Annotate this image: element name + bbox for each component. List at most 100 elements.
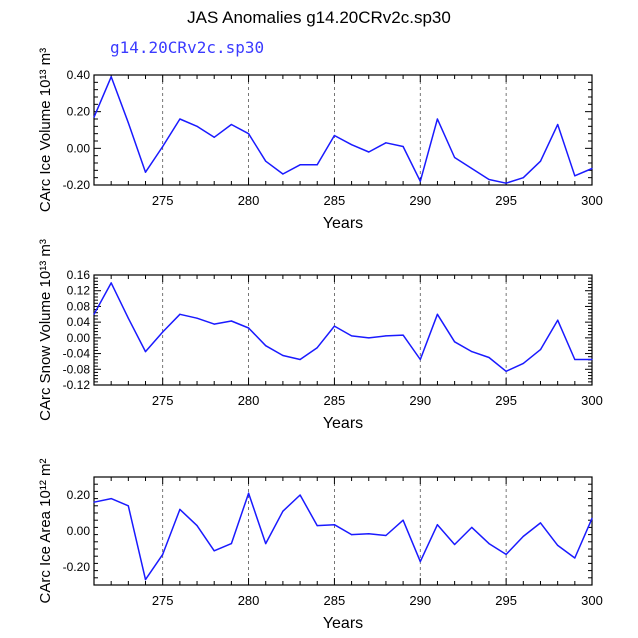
panel-3-data-point xyxy=(162,553,164,556)
panel-2-data-point xyxy=(179,313,181,315)
panel-2-data-point xyxy=(539,349,542,351)
panel-2-xtick-label: 275 xyxy=(152,393,174,408)
panel-3-data-point xyxy=(110,498,112,500)
panel-2-data-point xyxy=(557,319,559,321)
series-label: g14.20CRv2c.sp30 xyxy=(110,38,265,57)
panel-2-data-point xyxy=(368,337,370,339)
figure-title: JAS Anomalies g14.20CRv2c.sp30 xyxy=(187,8,451,27)
panel-3-data-point xyxy=(230,543,232,545)
panel-3-data-point xyxy=(299,494,301,496)
panel-2-data-point xyxy=(402,334,404,336)
panel-2-data-point xyxy=(488,356,490,359)
panel-2-data-point xyxy=(127,317,129,319)
panel-1-data-point xyxy=(385,142,387,144)
panel-3-xtick-label: 290 xyxy=(409,593,431,608)
panel-1-data-point xyxy=(110,76,112,78)
panel-3-data-point xyxy=(316,525,318,527)
panel-3-data-point xyxy=(385,534,387,537)
panel-1-data-point xyxy=(144,171,147,173)
panel-2-data-point xyxy=(574,358,576,361)
panel-2-data-point xyxy=(385,335,387,337)
panel-1-data-point xyxy=(522,177,524,179)
panel-1-data-point xyxy=(179,118,181,120)
panel-2-ytick-label: -0.12 xyxy=(63,378,91,392)
panel-3-data-point xyxy=(196,525,198,527)
panel-3-ytick-label: -0.20 xyxy=(63,560,91,574)
panel-2-xtick-label: 290 xyxy=(409,393,431,408)
panel-1-data-point xyxy=(436,118,439,120)
panel-3-ytick-label: 0.20 xyxy=(67,488,91,502)
panel-3-data-point xyxy=(282,510,284,512)
panel-2-data-point xyxy=(316,347,318,349)
panel-1-xtick-label: 285 xyxy=(324,193,346,208)
panel-3-data-point xyxy=(557,544,559,547)
panel-3-data-point xyxy=(247,492,250,494)
panel-3-data-point xyxy=(179,508,181,510)
panel-1-data-point xyxy=(299,164,301,166)
panel-1-data-point xyxy=(402,145,404,148)
panel-3-data-point xyxy=(574,557,576,559)
panel-3-data-point xyxy=(350,534,353,536)
panel-2-data-point xyxy=(110,282,112,284)
panel-1-x-axis-label: Years xyxy=(323,215,363,232)
panel-1-data-point xyxy=(247,133,250,135)
panel-3-data-point xyxy=(127,505,129,507)
panel-1-ytick-label: 0.00 xyxy=(67,141,91,155)
panel-1-data-point xyxy=(471,167,473,170)
panel-2-data-point xyxy=(196,317,198,319)
panel-1-data-point xyxy=(196,125,198,127)
panel-2-ytick-label: 0.12 xyxy=(67,284,91,298)
panel-2-data-point xyxy=(505,370,507,372)
panel-2-data-point xyxy=(419,358,421,361)
panel-2-x-axis-label: Years xyxy=(323,415,363,432)
panel-2-data-point xyxy=(454,341,456,343)
panel-3-xtick-label: 300 xyxy=(581,593,603,608)
panel-2-ytick-label: 0.04 xyxy=(67,315,91,329)
panel-3-data-point xyxy=(265,543,267,545)
panel-2-data-point xyxy=(436,313,439,315)
panel-3-data-point xyxy=(213,550,215,552)
panel-1-data-point xyxy=(213,136,215,138)
panel-3-xtick-label: 295 xyxy=(495,593,517,608)
panel-3-data-point xyxy=(93,501,95,503)
panel-3-data-point xyxy=(368,533,370,535)
panel-3-data-point xyxy=(471,526,473,529)
panel-2-xtick-label: 285 xyxy=(324,393,346,408)
panel-3-plot-frame xyxy=(93,476,593,586)
panel-2-xtick-label: 300 xyxy=(581,393,603,408)
panel-2-ytick-label: -0.08 xyxy=(63,362,91,376)
panel-1-data-point xyxy=(574,175,576,177)
panel-2-plot-frame xyxy=(93,274,593,386)
panel-1-xtick-label: 280 xyxy=(238,193,260,208)
panel-1-series-line xyxy=(93,76,593,184)
panel-1-data-point xyxy=(368,151,370,153)
panel-1-y-axis-label: CArc Ice Volume 10¹³ m³ xyxy=(37,48,54,212)
panel-3-data-point xyxy=(144,579,147,581)
panel-1-xtick-label: 275 xyxy=(152,193,174,208)
panel-1-ytick-label: 0.20 xyxy=(67,105,91,119)
panel-3-series-line xyxy=(93,492,593,581)
panel-3-x-axis-label: Years xyxy=(323,615,363,632)
panel-1-data-point xyxy=(265,160,267,162)
panel-1-data-point xyxy=(230,123,232,126)
panel-2-data-point xyxy=(299,358,301,361)
panel-2-data-point xyxy=(247,327,250,329)
panel-1-data-point xyxy=(282,173,284,175)
panel-2-data-point xyxy=(591,358,593,361)
panel-1-data-point xyxy=(591,167,593,170)
panel-1-data-point xyxy=(333,134,336,137)
panel-3-data-point xyxy=(488,543,490,545)
panel-1-data-point xyxy=(505,182,507,184)
panel-2-data-point xyxy=(471,351,473,353)
panel-1-data-point xyxy=(454,156,456,159)
panel-3-data-point xyxy=(505,553,507,556)
panel-1-data-point xyxy=(419,180,421,182)
panel-3-data-point xyxy=(539,522,542,524)
panel-2-data-point xyxy=(522,362,524,364)
panel-1-data-point xyxy=(162,145,164,148)
panel-2-series-line xyxy=(93,282,592,373)
panel-1-data-point xyxy=(127,122,129,124)
panel-3-data-point xyxy=(591,517,593,520)
panel-1-data-point xyxy=(557,123,559,126)
